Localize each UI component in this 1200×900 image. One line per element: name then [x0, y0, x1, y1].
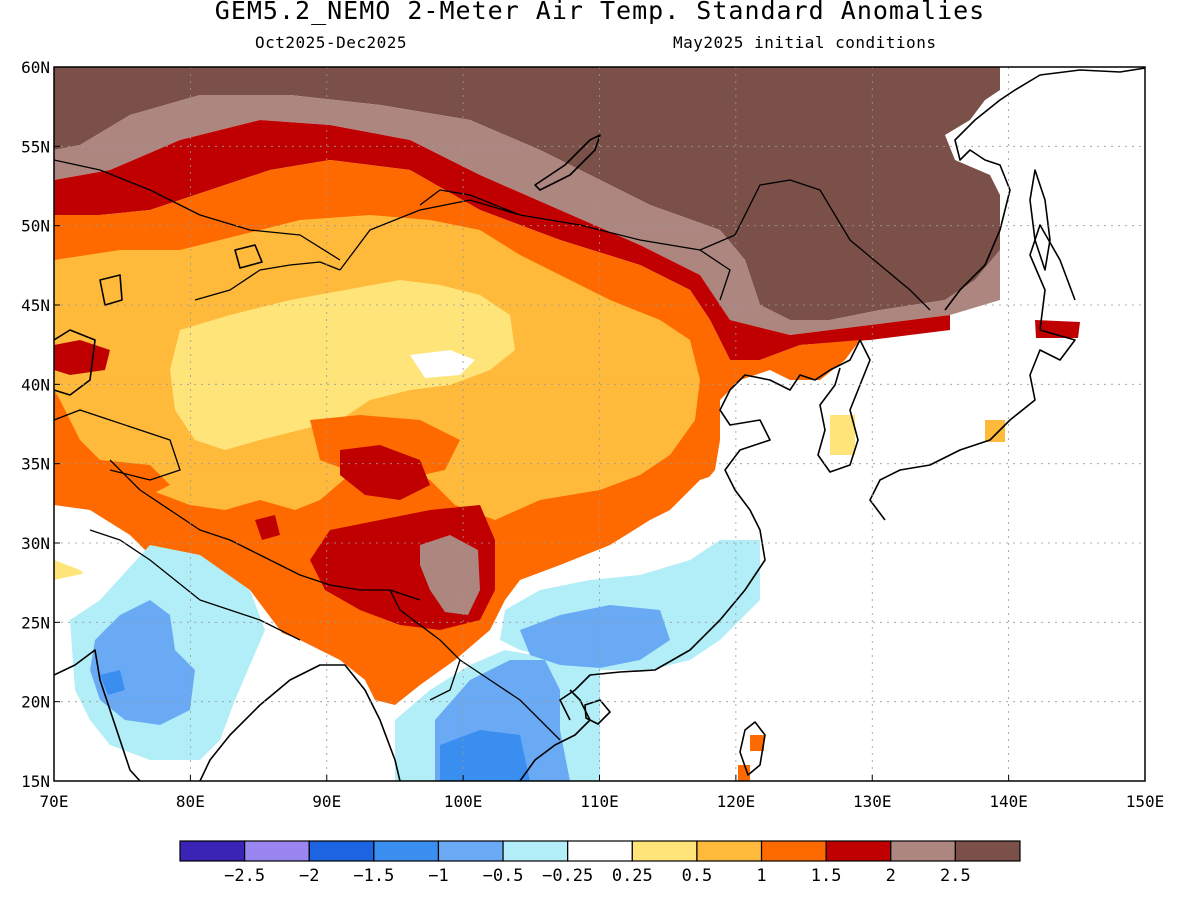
- colorbar-swatch: [308, 840, 375, 862]
- tick-label-lat: 45N: [21, 296, 50, 315]
- colorbar-label: −0.5: [483, 866, 524, 886]
- colorbar-swatch: [890, 840, 956, 862]
- country-borders: [54, 159, 931, 741]
- colorbar-label: −1.5: [353, 866, 394, 886]
- tick-label-lat: 60N: [21, 58, 50, 77]
- coastline-india: [54, 649, 141, 781]
- tick-label-lon: 150E: [1126, 792, 1165, 811]
- colorbar-swatch: [954, 840, 1021, 862]
- coastline-hainan: [584, 699, 611, 725]
- border-himalaya: [109, 459, 421, 601]
- coastline-balkhash: [234, 244, 263, 269]
- anomaly-region-blue-india: [100, 670, 125, 695]
- anomaly-region-brown: [54, 67, 1000, 320]
- anomaly-region-taiwan: [750, 735, 764, 751]
- anomaly-region-yellow: [170, 280, 515, 450]
- tick-label-lon: 70E: [40, 792, 69, 811]
- colorbar-swatch: [825, 840, 892, 862]
- tick-label-lon: 90E: [312, 792, 341, 811]
- colorbar-label: 0.5: [682, 866, 713, 886]
- colorbar-swatch: [502, 840, 569, 862]
- anomaly-region-red-w2: [255, 515, 280, 540]
- colorbar-swatch: [179, 840, 246, 862]
- colorbar-label: 1: [756, 866, 766, 886]
- tick-label-lat: 30N: [21, 534, 50, 553]
- border-indochina: [459, 659, 561, 741]
- anomaly-region-red: [54, 120, 950, 360]
- coastline-indochina: [519, 689, 591, 781]
- coastline-baikal: [534, 134, 601, 191]
- colorbar-swatch: [244, 840, 310, 862]
- tick-label-lon: 120E: [717, 792, 756, 811]
- tick-label-lon: 80E: [176, 792, 205, 811]
- colorbar-label: 2: [886, 866, 896, 886]
- colorbar-swatch: [567, 840, 633, 862]
- colorbar-label: −2.5: [224, 866, 265, 886]
- colorbar-label: −1: [428, 866, 448, 886]
- coastline-sakhalin: [1029, 169, 1051, 271]
- border-china-myanmar: [389, 589, 461, 701]
- colorbar: −2.5 −2 −1.5 −1 −0.5 −0.25 0.25 0.5 1 1.5 2 2.5: [179, 840, 1021, 886]
- coastline-caspian: [54, 329, 96, 396]
- tick-label-lat: 50N: [21, 217, 50, 236]
- tick-label-lon: 100E: [444, 792, 483, 811]
- colorbar-swatch: [437, 840, 504, 862]
- tick-label-lat: 55N: [21, 137, 50, 156]
- border-south-asia: [89, 529, 301, 641]
- coastline-bay-of-bengal: [199, 664, 401, 781]
- anomaly-region-taiwan-2: [738, 765, 750, 781]
- anomaly-region-red-hokkaido: [1035, 320, 1080, 338]
- border-china-mongolia: [339, 199, 731, 301]
- tick-label-lon: 140E: [989, 792, 1028, 811]
- anomaly-region-orange-west: [54, 455, 170, 500]
- anomaly-region-lblue-india: [90, 600, 195, 725]
- anomaly-region-japan: [985, 420, 1005, 442]
- border-central-asia: [54, 409, 181, 481]
- anomaly-region-tan-sichuan: [420, 535, 480, 615]
- anomaly-region-white-tarim: [410, 350, 475, 378]
- colorbar-label: 1.5: [811, 866, 842, 886]
- tick-label-lon: 130E: [853, 792, 892, 811]
- tick-label-lat: 20N: [21, 693, 50, 712]
- coastline-korea: [817, 339, 871, 473]
- colorbar-label: −0.25: [542, 866, 593, 886]
- border-mongolia-russia: [419, 179, 931, 311]
- border-kazakhstan-russia: [54, 159, 341, 261]
- border-china-kazakhstan: [194, 261, 341, 301]
- tick-label-lat: 25N: [21, 613, 50, 632]
- coastline-russia-pacific: [944, 67, 1145, 311]
- gridlines: [54, 67, 1145, 781]
- colorbar-label: −2: [299, 866, 319, 886]
- chart-title: GEM5.2_NEMO 2-Meter Air Temp. Standard A…: [214, 0, 986, 25]
- colorbar-label: 0.25: [612, 866, 653, 886]
- tick-label-lat: 15N: [21, 772, 50, 791]
- coastlines: [54, 67, 1145, 781]
- colorbar-swatch: [760, 840, 827, 862]
- anomaly-region-red-w1: [54, 340, 110, 375]
- axis-labels: 70E 80E 90E 100E 110E 120E 130E 140E 150E 60N 55N 5…: [21, 58, 1164, 811]
- tick-label-lon: 110E: [580, 792, 619, 811]
- colorbar-swatch: [631, 840, 698, 862]
- initial-conditions: May2025 initial conditions: [673, 33, 937, 52]
- anomaly-region-blue-indochina: [440, 730, 530, 781]
- coastline-aral: [99, 274, 123, 306]
- coastline-china-east: [559, 339, 861, 721]
- colorbar-swatch: [696, 840, 763, 862]
- tick-label-lat: 40N: [21, 375, 50, 394]
- anomaly-region-red-tibet: [340, 445, 430, 500]
- tick-label-lat: 35N: [21, 455, 50, 474]
- coastline-taiwan: [739, 721, 766, 776]
- colorbar-label: 2.5: [940, 866, 971, 886]
- anomaly-region-lblue-china: [520, 605, 670, 668]
- anomaly-region-tan: [54, 95, 1000, 335]
- forecast-period: Oct2025-Dec2025: [255, 33, 407, 52]
- colorbar-swatch: [373, 840, 440, 862]
- anomaly-region-korea: [830, 415, 855, 455]
